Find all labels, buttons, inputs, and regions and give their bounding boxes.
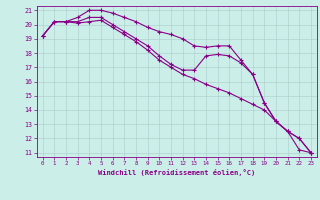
X-axis label: Windchill (Refroidissement éolien,°C): Windchill (Refroidissement éolien,°C) [98, 169, 255, 176]
